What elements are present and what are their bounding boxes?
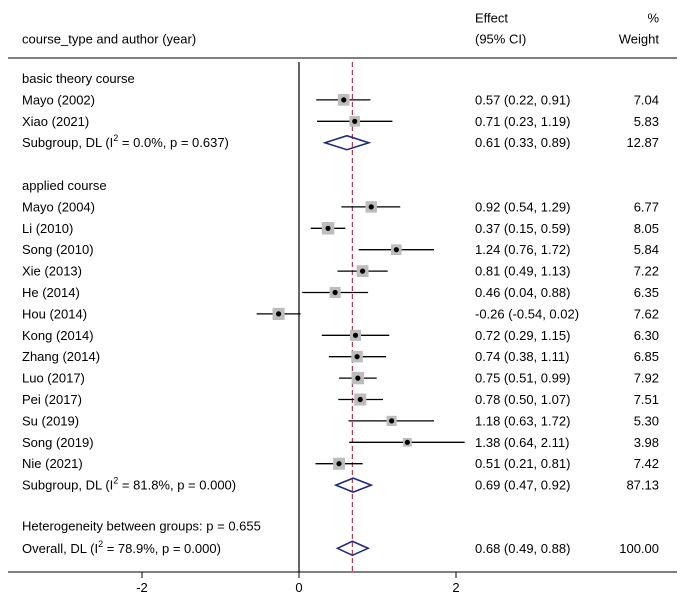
study-label: Nie (2021) [22,456,83,471]
study-label: Pei (2017) [22,392,82,407]
point-estimate [275,311,282,317]
effect-ci-text: 0.92 (0.54, 1.29) [475,199,570,214]
point-estimate [332,289,338,296]
subgroup-weight-text: 12.87 [626,135,659,150]
study-label: Li (2010) [22,221,73,236]
study-label: Mayo (2004) [22,199,95,214]
point-estimate [352,332,359,338]
effect-ci-text: 0.71 (0.23, 1.19) [475,114,570,129]
group-title: basic theory course [22,71,135,86]
header-ci: (95% CI) [475,32,526,47]
study-label: Zhang (2014) [22,349,100,364]
weight-text: 7.92 [634,371,659,386]
weight-text: 5.83 [634,114,659,129]
overall-effect-text: 0.68 (0.49, 0.88) [475,541,570,556]
x-tick-label: -2 [136,580,148,595]
weight-text: 7.04 [634,92,659,107]
weight-text: 7.62 [634,306,659,321]
study-label: Song (2010) [22,242,94,257]
header-weight: Weight [619,32,660,47]
header-study-column: course_type and author (year) [22,32,196,47]
effect-ci-text: 0.51 (0.21, 0.81) [475,456,570,471]
subgroup-effect-text: 0.69 (0.47, 0.92) [475,478,570,493]
subgroup-diamond [333,477,374,493]
effect-ci-text: 0.37 (0.15, 0.59) [475,221,570,236]
subgroup-label: Subgroup, DL (I2 = 0.0%, p = 0.637) [22,133,229,150]
point-estimate [357,396,363,403]
point-estimate [404,439,410,445]
weight-text: 6.77 [634,199,659,214]
study-label: Song (2019) [22,435,94,450]
x-tick-label: 0 [295,580,302,595]
overall-diamond [335,540,371,557]
weight-text: 7.51 [634,392,659,407]
point-estimate [389,418,395,424]
study-label: Hou (2014) [22,306,87,321]
effect-ci-text: 1.38 (0.64, 2.11) [475,435,569,450]
subgroup-diamond [322,134,372,151]
point-estimate [393,247,399,253]
weight-text: 6.30 [634,328,659,343]
point-estimate [354,354,360,360]
point-estimate [355,375,361,381]
header-effect: Effect [475,11,508,26]
heterogeneity-text: Heterogeneity between groups: p = 0.655 [22,518,261,533]
effect-ci-text: 0.75 (0.51, 0.99) [475,371,570,386]
study-marks [256,94,465,557]
study-label: Kong (2014) [22,328,94,343]
effect-ci-text: 1.24 (0.76, 1.72) [475,242,570,257]
effect-ci-text: 0.57 (0.22, 0.91) [475,92,570,107]
study-label: Xiao (2021) [22,114,89,129]
x-axis: -2 0 2 [8,571,677,595]
weight-text: 6.85 [634,349,659,364]
reference-lines [8,57,677,572]
point-estimate [325,225,331,231]
x-tick-label: 2 [452,580,459,595]
effect-ci-text: 0.81 (0.49, 1.13) [475,264,570,279]
effect-ci-text: 0.46 (0.04, 0.88) [475,285,570,300]
effect-ci-text: 0.74 (0.38, 1.11) [475,349,569,364]
study-label: He (2014) [22,285,80,300]
overall-label: Overall, DL (I2 = 78.9%, p = 0.000) [22,539,221,556]
weight-text: 5.84 [634,242,659,257]
point-estimate [336,461,342,467]
weight-text: 5.30 [634,413,659,428]
subgroup-effect-text: 0.61 (0.33, 0.89) [475,135,570,150]
point-estimate [341,97,347,103]
header-weight-pct: % [647,11,659,26]
overall-weight-text: 100.00 [619,541,659,556]
text-labels: Effect % course_type and author (year) (95%… [22,11,659,556]
group-title: applied course [22,178,107,193]
effect-ci-text: -0.26 (-0.54, 0.02) [475,306,579,321]
point-estimate [352,118,358,124]
effect-ci-text: 1.18 (0.63, 1.72) [475,413,570,428]
point-estimate [368,204,374,210]
weight-text: 7.22 [634,264,659,279]
point-estimate [359,268,366,274]
weight-text: 6.35 [634,285,659,300]
subgroup-label: Subgroup, DL (I2 = 81.8%, p = 0.000) [22,476,236,493]
effect-ci-text: 0.72 (0.29, 1.15) [475,328,570,343]
effect-ci-text: 0.78 (0.50, 1.07) [475,392,570,407]
weight-text: 7.42 [634,456,659,471]
study-label: Mayo (2002) [22,92,95,107]
study-label: Su (2019) [22,413,79,428]
subgroup-weight-text: 87.13 [626,478,659,493]
study-label: Xie (2013) [22,264,82,279]
study-label: Luo (2017) [22,371,85,386]
weight-text: 8.05 [634,221,659,236]
weight-text: 3.98 [634,435,659,450]
